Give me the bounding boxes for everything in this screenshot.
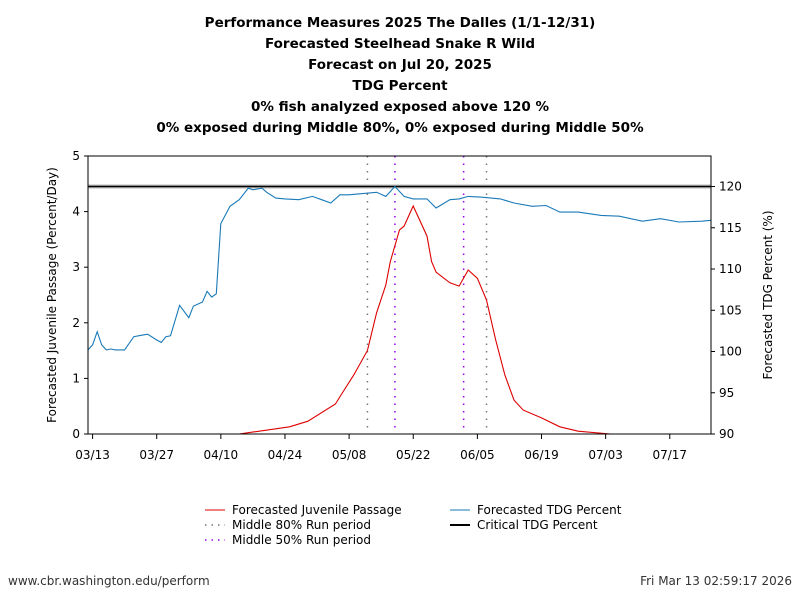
chart-subtitle-middle-exposure: 0% exposed during Middle 80%, 0% exposed… bbox=[156, 120, 644, 136]
legend-label-passage: Forecasted Juvenile Passage bbox=[232, 503, 402, 517]
left-axis-tick-label: 5 bbox=[72, 149, 80, 163]
left-axis-tick-label: 2 bbox=[72, 316, 80, 330]
legend-label-critical: Critical TDG Percent bbox=[477, 518, 598, 532]
x-axis-tick-label: 03/27 bbox=[139, 448, 174, 462]
x-axis-tick-label: 06/05 bbox=[460, 448, 495, 462]
right-axis-tick-label: 100 bbox=[719, 345, 742, 359]
right-axis-tick-label: 95 bbox=[719, 386, 734, 400]
x-axis-tick-label: 05/08 bbox=[332, 448, 367, 462]
x-axis-tick-label: 04/10 bbox=[204, 448, 239, 462]
passage-series-line bbox=[239, 204, 611, 435]
x-axis-tick-label: 05/22 bbox=[396, 448, 431, 462]
chart-subtitle-exposure: 0% fish analyzed exposed above 120 % bbox=[250, 99, 550, 115]
right-axis-label: Forecasted TDG Percent (%) bbox=[761, 210, 775, 379]
x-axis-tick-label: 06/19 bbox=[524, 448, 559, 462]
footer-url[interactable]: www.cbr.washington.edu/perform bbox=[8, 574, 210, 588]
right-axis-tick-label: 90 bbox=[719, 427, 734, 441]
right-axis-tick-label: 115 bbox=[719, 221, 742, 235]
x-axis-tick-label: 07/17 bbox=[652, 448, 687, 462]
chart-title: Performance Measures 2025 The Dalles (1/… bbox=[204, 15, 596, 31]
tdg-series-line bbox=[87, 185, 712, 351]
x-axis-tick-label: 07/03 bbox=[588, 448, 623, 462]
x-axis-tick-label: 04/24 bbox=[268, 448, 303, 462]
left-axis-tick-label: 4 bbox=[72, 205, 80, 219]
right-axis-tick-label: 110 bbox=[719, 262, 742, 276]
legend-label-tdg: Forecasted TDG Percent bbox=[477, 503, 622, 517]
right-axis-tick-label: 105 bbox=[719, 303, 742, 317]
chart-subtitle-forecast-date: Forecast on Jul 20, 2025 bbox=[308, 57, 492, 73]
left-axis-tick-label: 1 bbox=[72, 371, 80, 385]
plot-frame bbox=[87, 155, 712, 435]
chart-subtitle-measure: TDG Percent bbox=[352, 78, 448, 94]
left-axis-label: Forecasted Juvenile Passage (Percent/Day… bbox=[45, 167, 59, 423]
footer-timestamp: Fri Mar 13 02:59:17 2026 bbox=[640, 574, 792, 588]
right-axis-tick-label: 120 bbox=[719, 180, 742, 194]
left-axis-tick-label: 0 bbox=[72, 427, 80, 441]
legend-label-mid50: Middle 50% Run period bbox=[232, 533, 371, 547]
left-axis-tick-label: 3 bbox=[72, 260, 80, 274]
chart-subtitle-species: Forecasted Steelhead Snake R Wild bbox=[264, 36, 536, 52]
legend-label-mid80: Middle 80% Run period bbox=[232, 518, 371, 532]
x-axis-tick-label: 03/13 bbox=[75, 448, 110, 462]
